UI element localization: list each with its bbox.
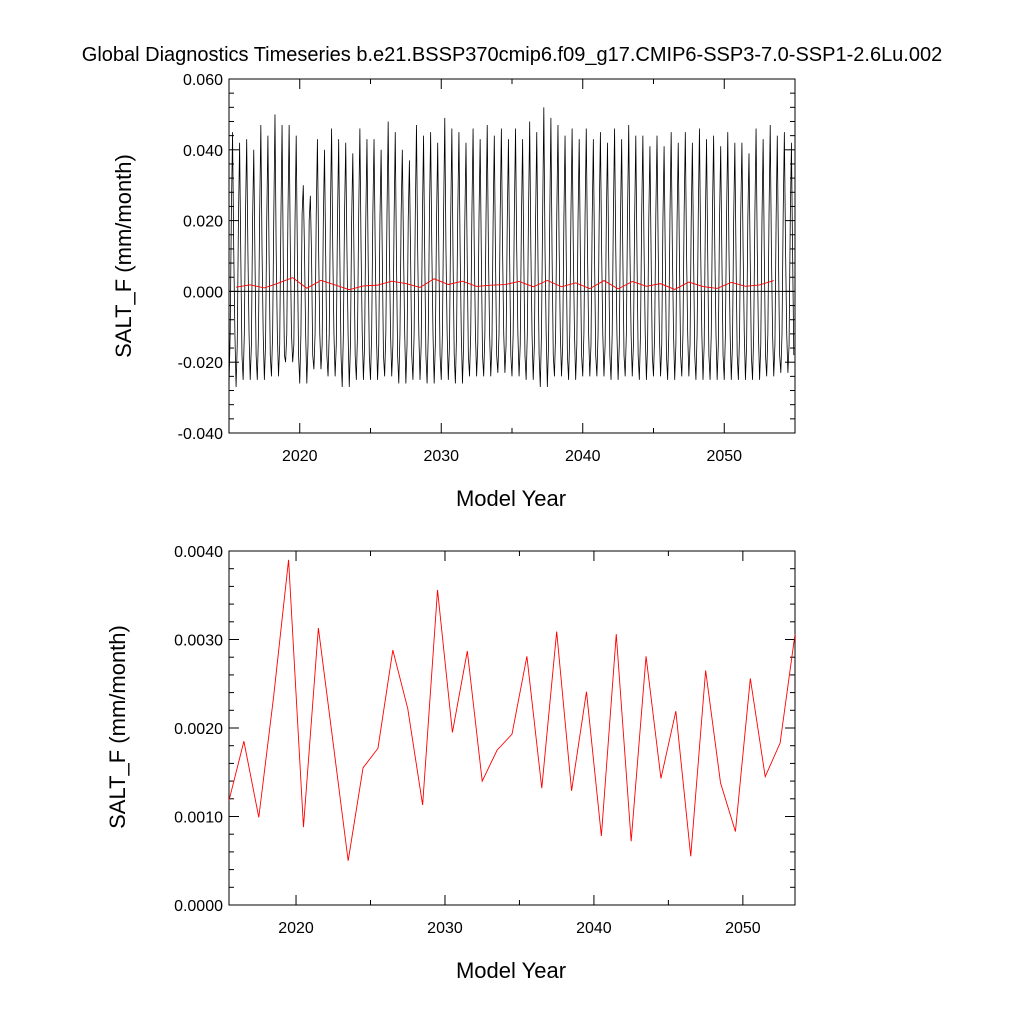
y-tick-label: -0.020: [178, 355, 223, 372]
y-tick-label: 0.060: [183, 72, 223, 89]
x-tick-label: 2040: [565, 448, 601, 465]
y-tick-label: 0.040: [183, 143, 223, 160]
y-tick-label: 0.000: [183, 284, 223, 301]
x-tick-label: 2020: [282, 448, 318, 465]
y-tick-label: -0.040: [178, 426, 223, 443]
page-title: Global Diagnostics Timeseries b.e21.BSSP…: [81, 44, 943, 66]
y-axis-label-top: SALT_F (mm/month): [111, 154, 136, 358]
x-tick-label: 2050: [706, 448, 742, 465]
y-tick-label: 0.020: [183, 214, 223, 231]
series-line-monthly: [229, 107, 795, 387]
x-tick-label: 2030: [423, 448, 459, 465]
x-axis-label-top: Model Year: [456, 486, 566, 511]
series-line-annual: [235, 277, 774, 291]
